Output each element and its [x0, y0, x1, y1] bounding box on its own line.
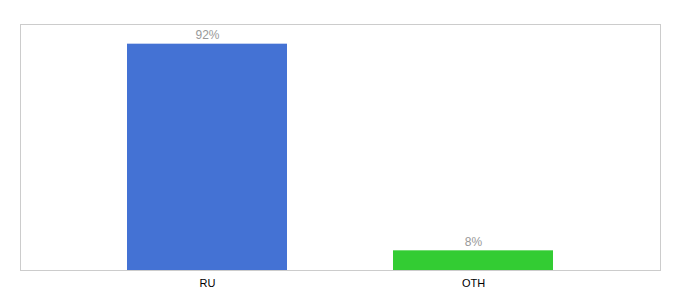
svg-text:RU: RU	[200, 277, 216, 289]
svg-text:92%: 92%	[195, 28, 219, 42]
svg-text:OTH: OTH	[462, 277, 485, 289]
svg-text:8%: 8%	[465, 235, 483, 249]
